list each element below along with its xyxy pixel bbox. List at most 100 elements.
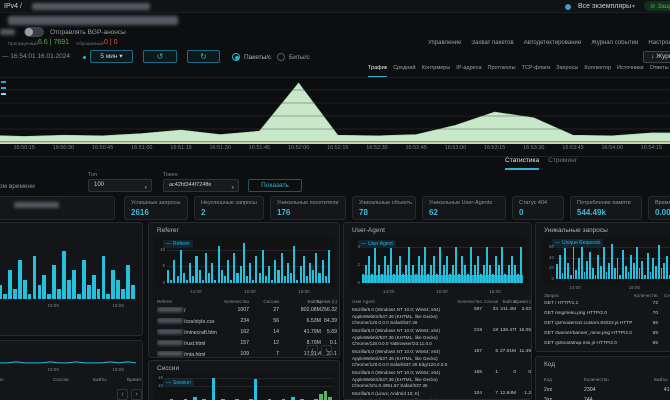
traffic-series [0, 83, 670, 144]
nav-tab[interactable]: Настройка политики [648, 40, 670, 50]
bar [312, 270, 314, 283]
view-tab-Стриминг[interactable]: Стриминг [548, 157, 577, 170]
nav-tab[interactable]: Захват пакетов [471, 40, 513, 50]
table-cell: 219 [456, 328, 482, 333]
packets-per-sec-radio[interactable] [232, 53, 240, 61]
legend-referer[interactable]: —Referer [163, 240, 193, 248]
bar [436, 274, 438, 283]
bar [3, 294, 7, 299]
table-cell: 7 [484, 391, 498, 396]
pager-next-button[interactable]: › [131, 389, 142, 400]
bar [611, 244, 613, 279]
stat-card: Успешные запросы2616 [124, 196, 188, 220]
bar [309, 263, 311, 283]
bar [92, 275, 96, 299]
legend-unique_requests[interactable]: —Unique Requests [552, 239, 603, 247]
bar [581, 243, 583, 279]
stat-card: Уникальные объекты78 [352, 196, 416, 220]
table-cell: 5 [484, 349, 498, 354]
token-select[interactable]: ac42fd344f724ffe▾ [163, 179, 239, 192]
redacted-domain [157, 307, 183, 312]
y-axis-tick: 20 [549, 265, 554, 270]
nav-tab[interactable]: Автодетектирование [524, 40, 582, 50]
stat-card: Потребление памяти544.49k [570, 196, 642, 220]
traffic-area-chart [0, 78, 670, 144]
bgp-announce-toggle[interactable] [24, 27, 44, 37]
time-tick: 16:53:45 [562, 145, 583, 151]
journal-button[interactable]: ↓ Журнал [643, 51, 670, 63]
bar [455, 247, 457, 283]
table-cell: 2xx [544, 387, 574, 393]
refresh-cw-button[interactable]: ↻ [187, 50, 220, 63]
table-cell: 587 [456, 307, 482, 312]
bar [641, 261, 643, 279]
plot-area [362, 243, 523, 283]
x-axis-tick: 15:00 [629, 285, 641, 290]
bar [511, 256, 513, 283]
panel-title: Сессии [157, 365, 179, 372]
bar [52, 265, 56, 299]
refresh-ccw-button[interactable]: ↺ [143, 50, 177, 63]
nav-tab[interactable]: Журнал событий [591, 40, 638, 50]
table-cell: 1.2 [514, 391, 531, 396]
bar [652, 258, 654, 279]
referer-path: /rust.html [184, 341, 205, 347]
bar [38, 285, 42, 300]
bar [644, 275, 646, 279]
bar [399, 256, 401, 283]
chart-area: —Session [155, 374, 335, 400]
referer-cell: /minecraft.html [157, 329, 217, 336]
referer-cell: / [157, 307, 217, 314]
bar [592, 268, 594, 279]
status-dot-icon [565, 4, 571, 10]
referer-cell: /mta.html [157, 351, 217, 358]
pager-prev-button[interactable]: ‹ [307, 345, 318, 356]
protection-status-badge: ⊘ Защита вкл [644, 1, 670, 11]
bar [243, 243, 245, 283]
bar [371, 274, 373, 283]
pager-prev-button[interactable]: ‹ [117, 389, 128, 400]
show-button[interactable]: Показать [248, 179, 302, 192]
bar [287, 263, 289, 283]
time-tick: 16:53:15 [484, 145, 505, 151]
bar [111, 270, 115, 299]
bar [126, 265, 130, 299]
bar [486, 247, 488, 283]
redacted-domain [157, 329, 183, 334]
time-tick: 16:51:00 [131, 145, 152, 151]
bar [578, 258, 580, 279]
bar [252, 280, 254, 283]
top-select[interactable]: 100▾ [88, 179, 152, 192]
bar [636, 247, 638, 279]
bar [619, 275, 621, 279]
column-header: Количество [219, 299, 249, 304]
pager-next-button[interactable]: › [321, 345, 332, 356]
x-axis-tick: 15:00 [244, 289, 256, 294]
bar [211, 263, 213, 283]
bar [293, 246, 295, 283]
bar [368, 256, 370, 283]
bar [177, 276, 179, 283]
stat-card-value: 62 [429, 208, 438, 217]
bar [461, 256, 463, 283]
bar [498, 265, 500, 283]
instances-selector[interactable]: Все экземпляры [578, 3, 631, 10]
nav-tab[interactable]: Управление [428, 40, 461, 50]
bar [393, 274, 395, 283]
panel-left-bottom: 15:0016:00КоличествоСессииБайтыВремя (с)… [0, 340, 143, 400]
bar [254, 379, 258, 400]
bits-per-sec-radio[interactable] [277, 53, 285, 61]
redacted-title [8, 16, 178, 25]
interval-select[interactable]: 5 мин ▾ [90, 50, 133, 63]
view-tab-Статистика[interactable]: Статистика [505, 157, 539, 170]
y-axis-tick: 4 [357, 244, 360, 249]
legend-user_agent[interactable]: —User Agent [358, 240, 396, 248]
legend-sessions[interactable]: —Session [163, 379, 194, 387]
referer-path: / [184, 308, 185, 314]
legend-label: Referer [173, 241, 190, 247]
table-cell: 14 [253, 329, 279, 335]
chart-area: —Referer [155, 237, 335, 287]
column-header: Время (с) [127, 377, 143, 382]
bar [318, 273, 320, 283]
time-tick: 16:50:45 [92, 145, 113, 151]
